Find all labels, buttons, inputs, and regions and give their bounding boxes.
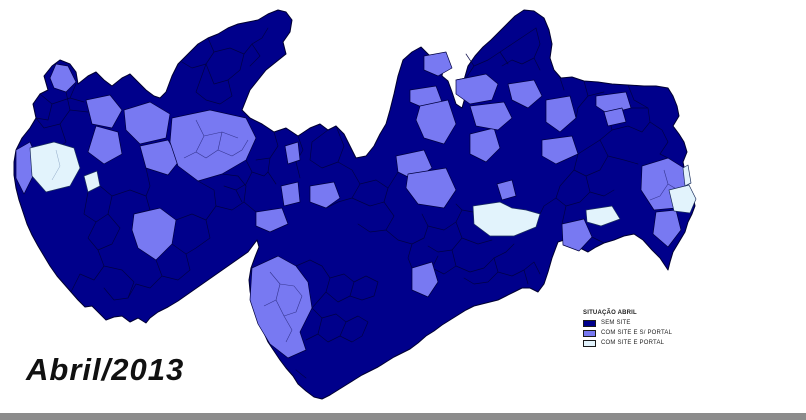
municipality-region xyxy=(496,179,517,201)
municipality-region xyxy=(423,51,453,77)
municipal-boundary-line xyxy=(51,149,61,181)
municipality-region xyxy=(131,207,177,261)
municipal-boundary-line xyxy=(309,125,345,169)
municipality-region xyxy=(603,107,627,127)
municipal-boundary-line xyxy=(573,139,639,177)
municipality-region xyxy=(507,79,543,109)
municipality-region xyxy=(284,141,301,165)
municipality-region xyxy=(541,135,579,165)
legend-label: SEM SITE xyxy=(601,320,631,326)
legend-label: COM SITE E S/ PORTAL xyxy=(601,330,673,336)
municipality-region xyxy=(469,127,501,163)
footer-bar xyxy=(0,413,806,420)
municipal-boundary-line xyxy=(539,77,605,244)
legend-item-com-site-e-portal: COM SITE E PORTAL xyxy=(583,338,672,348)
municipality-region xyxy=(415,99,457,145)
municipal-boundary-line xyxy=(255,131,304,185)
municipality-region xyxy=(49,63,77,93)
municipal-boundary-line xyxy=(295,259,355,309)
municipal-boundary-line xyxy=(357,171,429,245)
municipal-boundary-line xyxy=(175,180,217,255)
with-portal-regions xyxy=(29,141,697,237)
municipality-region xyxy=(652,209,682,248)
municipality-region xyxy=(472,201,541,237)
municipality-region xyxy=(255,207,289,233)
municipal-boundary-line xyxy=(127,243,191,299)
legend-item-com-site-sem-portal: COM SITE E S/ PORTAL xyxy=(583,328,672,338)
legend-swatch-medium xyxy=(583,329,596,337)
municipal-boundary-line xyxy=(87,167,151,251)
municipality-region xyxy=(29,141,81,193)
municipality-region xyxy=(280,181,301,207)
municipal-boundary-line xyxy=(431,243,515,275)
municipality-region xyxy=(249,255,313,359)
municipality-region xyxy=(455,73,499,105)
legend-swatch-light xyxy=(583,339,596,347)
municipality-region xyxy=(682,164,692,187)
municipal-boundary-line xyxy=(463,257,541,285)
municipality-region xyxy=(411,261,439,298)
municipality-region xyxy=(469,101,513,131)
municipal-boundary-line xyxy=(295,313,369,379)
municipal-boundary-line xyxy=(183,119,249,159)
with-site-regions xyxy=(15,51,689,359)
municipal-boundary-line xyxy=(305,275,379,341)
municipal-boundary-line xyxy=(70,249,135,301)
map-legend: SITUAÇÃO ABRIL SEM SITE COM SITE E S/ PO… xyxy=(583,310,672,348)
municipal-boundary-line xyxy=(611,84,669,159)
municipal-boundary-line xyxy=(215,173,257,213)
municipality-region xyxy=(139,139,181,176)
municipality-region xyxy=(585,205,621,227)
state-outline xyxy=(13,9,696,400)
municipal-boundary-line xyxy=(501,27,541,71)
municipality-region xyxy=(309,181,341,209)
municipality-region xyxy=(545,95,577,133)
map-caption: Abril/2013 xyxy=(26,352,185,387)
municipality-region xyxy=(561,218,593,252)
municipal-boundary-line xyxy=(263,271,303,343)
municipality-region xyxy=(405,167,457,209)
municipal-boundary-line xyxy=(223,159,269,203)
legend-label: COM SITE E PORTAL xyxy=(601,340,665,346)
legend-title: SITUAÇÃO ABRIL xyxy=(583,310,637,316)
municipality-region xyxy=(83,170,101,193)
legend-swatch-dark xyxy=(583,319,596,327)
municipal-boundary-line xyxy=(35,83,85,121)
municipality-region xyxy=(123,101,171,145)
municipality-region xyxy=(169,109,257,182)
patch-internal-boundaries xyxy=(183,119,679,343)
legend-item-sem-site: SEM SITE xyxy=(583,318,672,328)
municipal-boundary-line xyxy=(325,161,389,209)
municipality-region xyxy=(85,94,123,129)
municipal-boundary-line xyxy=(195,43,261,105)
municipal-boundaries xyxy=(35,27,669,379)
municipality-region xyxy=(87,125,123,165)
